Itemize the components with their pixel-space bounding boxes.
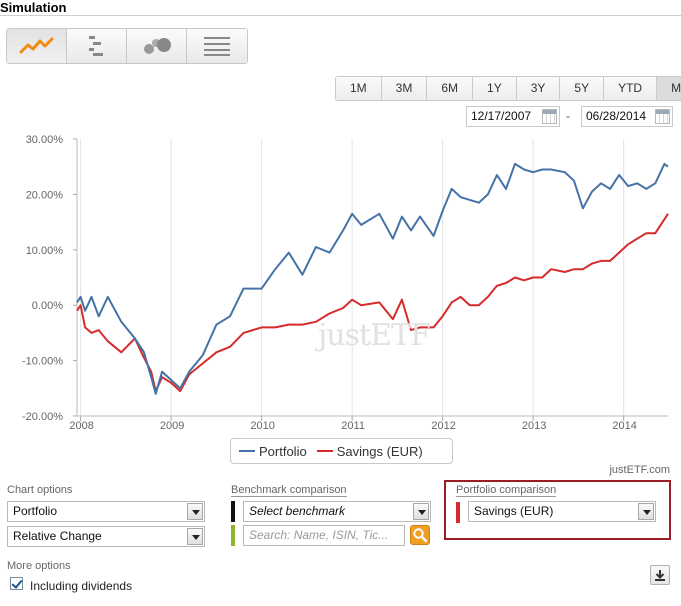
bubble-chart-icon (143, 38, 171, 54)
legend-label-savings: Savings (EUR) (336, 443, 423, 459)
bar-list-view-button[interactable] (67, 29, 127, 63)
x-tick-label: 2008 (69, 420, 93, 432)
view-mode-switch (6, 28, 248, 64)
portfolio-comparison-color-marker (456, 502, 460, 523)
table-view-button[interactable] (187, 29, 247, 63)
range-3y-button[interactable]: 3Y (516, 77, 561, 100)
series-line-portfolio (76, 162, 669, 395)
search-button[interactable] (410, 525, 430, 545)
benchmark-search-placeholder: Search: Name, ISIN, Tic... (249, 528, 389, 542)
y-tick-label: 20.00% (26, 189, 64, 201)
benchmark-search-input[interactable]: Search: Name, ISIN, Tic... (243, 525, 405, 546)
title-divider (0, 15, 681, 16)
range-3m-button[interactable]: 3M (381, 77, 428, 100)
x-tick-label: 2014 (612, 420, 636, 432)
range-ytd-button[interactable]: YTD (604, 77, 658, 100)
range-5y-button[interactable]: 5Y (560, 77, 605, 100)
end-date-value: 06/28/2014 (586, 109, 647, 123)
benchmark-select[interactable]: Select benchmark (243, 501, 431, 522)
calendar-icon[interactable] (655, 109, 670, 124)
portfolio-comparison-highlight (444, 480, 671, 540)
range-6m-button[interactable]: 6M (427, 77, 474, 100)
start-date-value: 12/17/2007 (471, 109, 532, 123)
performance-chart: 2008 2009 2010 2011 2012 2013 2014 30.00% 20.00%… (0, 130, 681, 435)
x-tick-label: 2010 (250, 420, 274, 432)
end-date-field[interactable]: 06/28/2014 (581, 106, 673, 127)
chart-mode-select-value: Relative Change (13, 529, 102, 543)
line-chart-view-button[interactable] (7, 29, 67, 63)
chevron-down-icon (413, 503, 429, 520)
more-options-label: More options (7, 560, 71, 572)
calendar-icon[interactable] (542, 109, 557, 124)
chart-mode-select[interactable]: Relative Change (7, 526, 205, 547)
range-1y-button[interactable]: 1Y (473, 77, 517, 100)
chevron-down-icon (638, 503, 654, 520)
range-1m-button[interactable]: 1M (336, 77, 382, 100)
legend-label-portfolio: Portfolio (259, 443, 307, 459)
series-line-savings (76, 213, 669, 393)
portfolio-comparison-label: Portfolio comparison (456, 484, 557, 497)
including-dividends-checkbox[interactable] (10, 577, 23, 590)
page-title: Simulation (0, 0, 67, 15)
chart-legend: Portfolio Savings (EUR) (230, 438, 453, 464)
search-color-marker (231, 525, 235, 546)
chart-svg: 2008 2009 2010 2011 2012 2013 2014 30.00% 20.00%… (22, 134, 669, 432)
y-tick-label: -10.00% (22, 356, 63, 368)
chart-series-select[interactable]: Portfolio (7, 501, 205, 522)
y-tick-label: 10.00% (26, 245, 64, 257)
including-dividends-label: Including dividends (30, 579, 133, 593)
x-tick-label: 2013 (522, 420, 546, 432)
start-date-field[interactable]: 12/17/2007 (466, 106, 560, 127)
download-icon (655, 570, 665, 581)
chevron-down-icon (187, 503, 203, 520)
line-chart-icon (19, 37, 53, 54)
range-max-button[interactable]: MAX (657, 77, 681, 100)
y-tick-label: 0.00% (32, 300, 63, 312)
bar-list-icon (88, 36, 103, 56)
x-tick-label: 2011 (341, 420, 365, 432)
y-tick-label: -20.00% (22, 411, 63, 423)
date-range-separator: - (566, 109, 570, 123)
download-button[interactable] (650, 565, 670, 585)
portfolio-comparison-select-value: Savings (EUR) (474, 504, 554, 518)
chart-options-label: Chart options (7, 484, 73, 496)
chevron-down-icon (187, 528, 203, 545)
benchmark-select-value: Select benchmark (249, 504, 346, 518)
x-tick-label: 2009 (160, 420, 184, 432)
savings-legend-line (316, 450, 333, 452)
chart-credit: justETF.com (609, 464, 670, 476)
benchmark-comparison-label: Benchmark comparison (231, 484, 347, 497)
chart-series-select-value: Portfolio (13, 504, 58, 518)
table-list-icon (204, 37, 230, 56)
y-tick-label: 30.00% (26, 134, 64, 146)
benchmark-color-marker (231, 501, 235, 522)
portfolio-comparison-select[interactable]: Savings (EUR) (468, 501, 656, 522)
bubble-chart-view-button[interactable] (127, 29, 187, 63)
legend-item-savings[interactable]: Savings (EUR) (316, 443, 423, 459)
legend-item-portfolio[interactable]: Portfolio (239, 444, 307, 459)
chart-watermark: justETF (318, 318, 431, 353)
search-icon (413, 528, 428, 543)
time-range-selector: 1M 3M 6M 1Y 3Y 5Y YTD MAX (335, 76, 681, 101)
x-tick-label: 2012 (431, 420, 455, 432)
portfolio-legend-line (239, 450, 255, 452)
